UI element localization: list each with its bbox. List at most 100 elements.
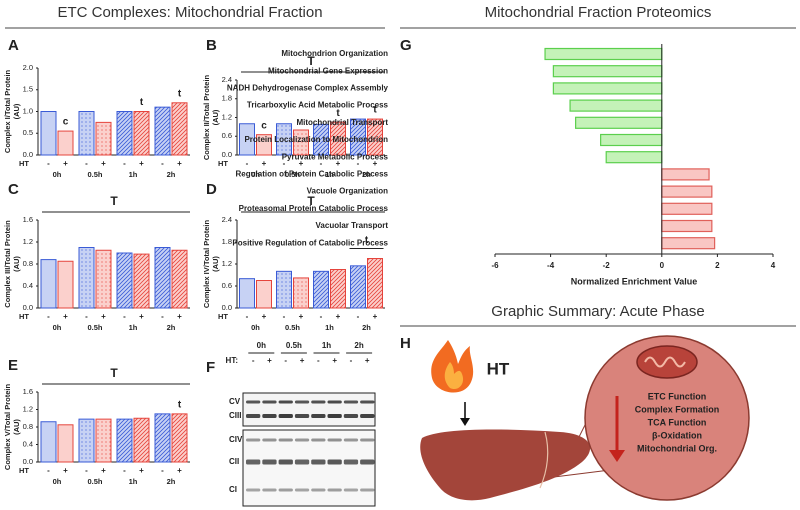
blot-time: 0.5h: [286, 341, 302, 350]
blot-sign: +: [365, 356, 370, 365]
series-label: -: [123, 312, 126, 321]
bar-pattern: [172, 102, 187, 155]
series-label: +: [101, 312, 106, 321]
bar-pattern: [96, 122, 111, 155]
bar: [57, 130, 74, 156]
y-tick-label: 0.4: [23, 439, 33, 448]
series-label: -: [47, 466, 50, 475]
bar: [600, 133, 663, 147]
blot-band-label: CIV: [229, 435, 243, 444]
y-tick-label: 0.6: [222, 131, 232, 140]
x-group-label: HT: [19, 312, 29, 321]
blot-band: [262, 400, 277, 404]
blot-band: [360, 488, 375, 492]
bar: [40, 111, 57, 156]
y-tick-label: 0.0: [23, 457, 33, 466]
x-tick-label: 1h: [129, 477, 138, 486]
series-label: +: [373, 159, 378, 168]
x-tick-label: 0.5h: [87, 477, 102, 486]
annotation: t: [373, 105, 377, 116]
bar: [575, 116, 663, 129]
blot-band: [278, 400, 293, 404]
x-tick-label: 0.5h: [87, 323, 102, 332]
bar-pattern: [350, 119, 366, 155]
blot-band: [262, 414, 277, 418]
x-tick-label: 0.5h: [285, 170, 300, 179]
series-label: +: [262, 159, 267, 168]
annotation: c: [63, 117, 69, 128]
blot-frame: [242, 392, 376, 427]
y-tick-label: 1.2: [23, 404, 33, 413]
bar: [552, 82, 663, 95]
category-label: NADH Dehydrogenase Complex Assembly: [227, 84, 389, 93]
category-label: Mitochondrion Organization: [281, 49, 388, 58]
y-tick-label: 0.5: [23, 128, 33, 137]
bar: [661, 202, 713, 215]
panel-letter: A: [8, 37, 19, 54]
bar: [661, 237, 716, 250]
blot-sign: -: [317, 356, 320, 365]
significance-label: T: [307, 194, 315, 208]
y-axis-unit: (AU): [12, 256, 21, 272]
bar: [239, 278, 255, 309]
category-label: Regulation of Protein Catabolic Process: [236, 170, 389, 179]
significance-label: T: [110, 366, 118, 380]
series-label: +: [139, 466, 144, 475]
x-tick-label: 1h: [129, 170, 138, 179]
x-tick-label: -2: [603, 261, 611, 270]
x-tick-label: 1h: [325, 323, 334, 332]
blot-band: [311, 459, 326, 465]
blot-band: [246, 438, 261, 442]
series-label: -: [85, 312, 88, 321]
series-label: +: [262, 312, 267, 321]
annotation: t: [178, 88, 182, 99]
blot-band: [327, 459, 342, 465]
blot-time: 0h: [257, 341, 266, 350]
bar-pattern: [367, 258, 383, 308]
series-label: -: [123, 466, 126, 475]
blot-band: [294, 488, 310, 492]
series-label: +: [177, 159, 182, 168]
blot-band: [246, 488, 261, 492]
blot-band-label: CII: [229, 457, 239, 466]
annotation: t: [140, 97, 144, 108]
series-label: -: [161, 466, 164, 475]
blot-band: [246, 414, 261, 418]
series-label: +: [101, 159, 106, 168]
x-tick-label: 0h: [53, 477, 62, 486]
bar: [544, 47, 663, 61]
y-tick-label: 0.6: [222, 281, 232, 290]
x-tick-label: 2: [715, 261, 720, 270]
blot-band: [311, 488, 326, 492]
effect-label: Complex Formation: [635, 404, 720, 414]
blot-band: [343, 414, 359, 418]
y-tick-label: 1.8: [222, 237, 232, 246]
effect-label: ETC Function: [648, 391, 707, 401]
y-tick-label: 2.0: [23, 63, 33, 72]
x-axis-label: Normalized Enrichment Value: [571, 276, 698, 286]
bar: [256, 134, 272, 156]
bar: [239, 123, 255, 156]
annotation: t: [178, 400, 182, 411]
blot-band-label: CIII: [229, 411, 241, 420]
effect-label: TCA Function: [648, 417, 707, 427]
y-tick-label: 1.8: [222, 94, 232, 103]
effect-label: β-Oxidation: [652, 430, 702, 440]
panel-letter: G: [400, 37, 412, 54]
bar-pattern: [293, 277, 309, 308]
y-tick-label: 1.6: [23, 215, 33, 224]
bar-pattern: [313, 124, 329, 155]
blot-band: [262, 459, 277, 465]
y-tick-label: 0.0: [23, 150, 33, 159]
x-tick-label: 1h: [129, 323, 138, 332]
blot-sign: -: [252, 356, 255, 365]
series-label: +: [63, 159, 68, 168]
x-tick-label: 0.5h: [285, 323, 300, 332]
blot-sign: +: [332, 356, 337, 365]
bar-pattern: [134, 111, 149, 155]
series-label: +: [299, 312, 304, 321]
blot-band: [294, 459, 310, 465]
y-tick-label: 2.4: [222, 215, 232, 224]
y-tick-label: 0.0: [222, 150, 232, 159]
bar-pattern: [172, 413, 187, 462]
